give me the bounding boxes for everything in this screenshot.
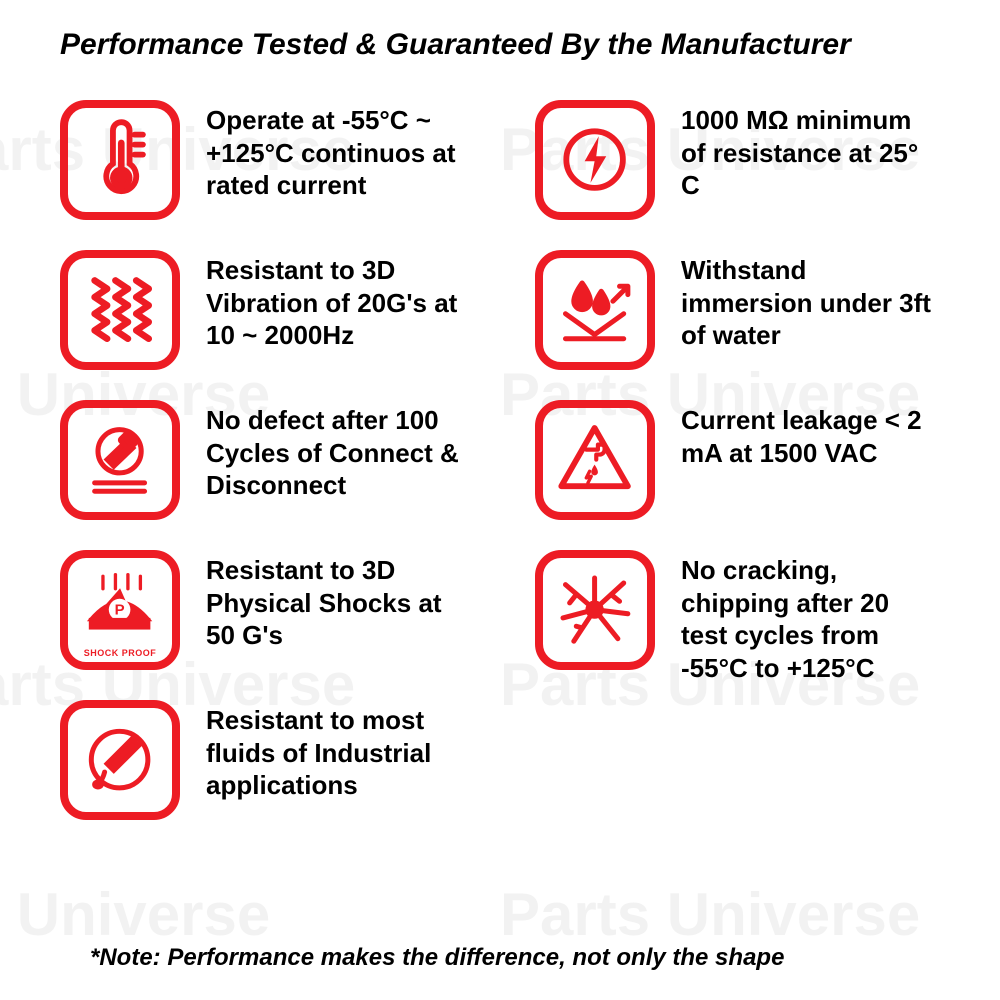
watermark: Parts Universe: [0, 880, 270, 949]
immersion-icon: [535, 250, 655, 370]
footnote: *Note: Performance makes the difference,…: [90, 944, 784, 972]
svg-text:P: P: [115, 602, 125, 619]
right-column: 1000 MΩ minimum of resistance at 25° C W…: [535, 100, 940, 820]
page-title: Performance Tested & Guaranteed By the M…: [60, 28, 851, 62]
left-column: Operate at -55°C ~ +125°C continuos at r…: [60, 100, 465, 820]
feature-columns: Operate at -55°C ~ +125°C continuos at r…: [60, 100, 940, 820]
feature-text: 1000 MΩ minimum of resistance at 25° C: [681, 100, 940, 202]
feature-text: No defect after 100 Cycles of Connect & …: [206, 400, 465, 502]
thermometer-icon: [60, 100, 180, 220]
shock-icon: P SHOCK PROOF: [60, 550, 180, 670]
leakage-icon: [535, 400, 655, 520]
feature-resistance: 1000 MΩ minimum of resistance at 25° C: [535, 100, 940, 220]
feature-leakage: Current leakage < 2 mA at 1500 VAC: [535, 400, 940, 520]
feature-text: Resistant to 3D Vibration of 20G's at 10…: [206, 250, 465, 352]
feature-text: Current leakage < 2 mA at 1500 VAC: [681, 400, 940, 469]
feature-crack: No cracking, chipping after 20 test cycl…: [535, 550, 940, 684]
feature-text: Withstand immersion under 3ft of water: [681, 250, 940, 352]
feature-text: Resistant to most fluids of Industrial a…: [206, 700, 465, 802]
watermark: Parts Universe: [500, 880, 920, 949]
hammer-icon: [60, 400, 180, 520]
feature-text: No cracking, chipping after 20 test cycl…: [681, 550, 940, 684]
feature-cycles: No defect after 100 Cycles of Connect & …: [60, 400, 465, 520]
feature-fluids: Resistant to most fluids of Industrial a…: [60, 700, 465, 820]
bolt-icon: [535, 100, 655, 220]
feature-immersion: Withstand immersion under 3ft of water: [535, 250, 940, 370]
feature-temperature: Operate at -55°C ~ +125°C continuos at r…: [60, 100, 465, 220]
fluid-icon: [60, 700, 180, 820]
feature-shock: P SHOCK PROOF Resistant to 3D Physical S…: [60, 550, 465, 670]
shock-label: SHOCK PROOF: [84, 648, 157, 658]
feature-text: Resistant to 3D Physical Shocks at 50 G'…: [206, 550, 465, 652]
feature-text: Operate at -55°C ~ +125°C continuos at r…: [206, 100, 465, 202]
feature-vibration: Resistant to 3D Vibration of 20G's at 10…: [60, 250, 465, 370]
vibration-icon: [60, 250, 180, 370]
crack-icon: [535, 550, 655, 670]
